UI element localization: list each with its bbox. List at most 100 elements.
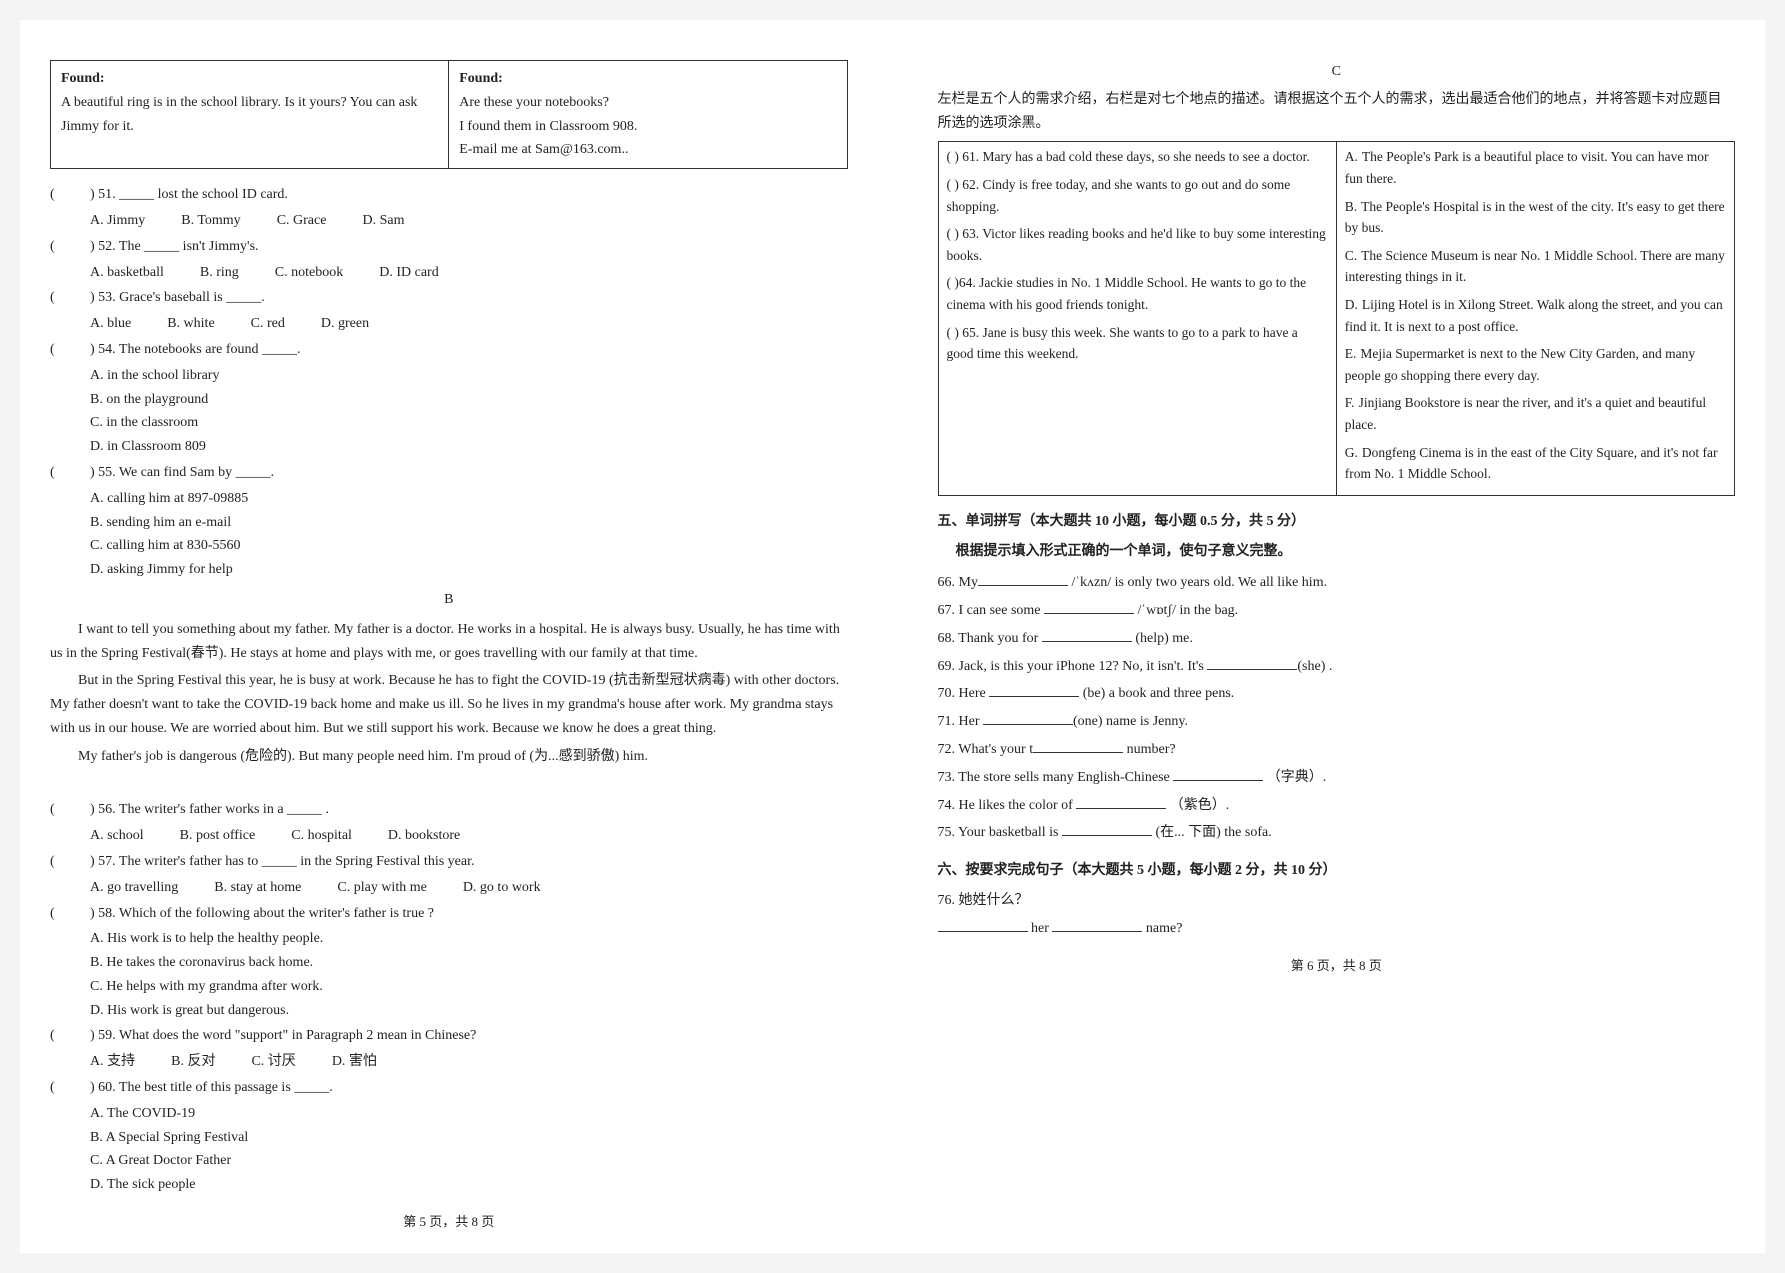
match-q61: ( ) 61. Mary has a bad cold these days, … <box>947 146 1328 168</box>
q56-d: D. bookstore <box>388 824 460 848</box>
match-opt-g: G.Dongfeng Cinema is in the east of the … <box>1345 442 1726 485</box>
q76: 76. 她姓什么？ <box>938 889 1736 913</box>
q58-a: A. His work is to help the healthy peopl… <box>90 927 454 951</box>
match-opt-a: A.The People's Park is a beautiful place… <box>1345 146 1726 189</box>
q53-c: C. red <box>251 312 285 336</box>
passage-p2: But in the Spring Festival this year, he… <box>50 669 848 740</box>
question-54: ( ) 54. The notebooks are found _____. <box>50 338 848 362</box>
q56-a: A. school <box>90 824 144 848</box>
found-box-1: Found: A beautiful ring is in the school… <box>51 61 449 168</box>
q53-stem: ) 53. Grace's baseball is _____. <box>90 286 848 310</box>
match-left-cell: ( ) 61. Mary has a bad cold these days, … <box>938 142 1336 495</box>
q73: 73. The store sells many English-Chinese… <box>938 766 1736 790</box>
found-title-1: Found: <box>61 67 438 91</box>
q51-b: B. Tommy <box>181 209 240 233</box>
q59-a: A. 支持 <box>90 1050 135 1074</box>
match-opt-e: E.Mejia Supermarket is next to the New C… <box>1345 343 1726 386</box>
q59-d: D. 害怕 <box>332 1050 377 1074</box>
match-opt-f: F.Jinjiang Bookstore is near the river, … <box>1345 392 1726 435</box>
q51-stem: ) 51. _____ lost the school ID card. <box>90 183 848 207</box>
question-60: ( ) 60. The best title of this passage i… <box>50 1076 848 1100</box>
q57-a: A. go travelling <box>90 876 178 900</box>
q57-stem: ) 57. The writer's father has to _____ i… <box>90 850 848 874</box>
q54-stem: ) 54. The notebooks are found _____. <box>90 338 848 362</box>
left-column: Found: A beautiful ring is in the school… <box>20 20 878 1253</box>
q60-a: A. The COVID-19 <box>90 1102 454 1126</box>
q59-c: C. 讨厌 <box>251 1050 295 1074</box>
question-57: ( ) 57. The writer's father has to _____… <box>50 850 848 874</box>
match-q63: ( ) 63. Victor likes reading books and h… <box>947 223 1328 266</box>
page-container: Found: A beautiful ring is in the school… <box>20 20 1765 1253</box>
section-c-label: C <box>938 60 1736 84</box>
q52-stem: ) 52. The _____ isn't Jimmy's. <box>90 235 848 259</box>
q57-b: B. stay at home <box>214 876 301 900</box>
question-55: ( ) 55. We can find Sam by _____. <box>50 461 848 485</box>
section-6-title: 六、按要求完成句子（本大题共 5 小题，每小题 2 分，共 10 分） <box>938 859 1736 883</box>
page-footer-6: 第 6 页，共 8 页 <box>938 955 1736 977</box>
found-body-2b: I found them in Classroom 908. <box>459 115 836 139</box>
q75: 75. Your basketball is (在... 下面) the sof… <box>938 821 1736 845</box>
q66: 66. My /ˈkʌzn/ is only two years old. We… <box>938 571 1736 595</box>
found-body-2a: Are these your notebooks? <box>459 91 836 115</box>
q54-b: B. on the playground <box>90 388 454 412</box>
question-58: ( ) 58. Which of the following about the… <box>50 902 848 926</box>
q69: 69. Jack, is this your iPhone 12? No, it… <box>938 655 1736 679</box>
q56-b: B. post office <box>180 824 256 848</box>
q58-b: B. He takes the coronavirus back home. <box>90 951 454 975</box>
section-b-label: B <box>50 588 848 612</box>
q72: 72. What's your t number? <box>938 738 1736 762</box>
q70: 70. Here (be) a book and three pens. <box>938 682 1736 706</box>
match-q64: ( )64. Jackie studies in No. 1 Middle Sc… <box>947 272 1328 315</box>
q60-b: B. A Special Spring Festival <box>90 1126 454 1150</box>
page-footer-5: 第 5 页，共 8 页 <box>50 1211 848 1233</box>
q59-stem: ) 59. What does the word "support" in Pa… <box>90 1024 848 1048</box>
q53-b: B. white <box>167 312 214 336</box>
q60-stem: ) 60. The best title of this passage is … <box>90 1076 848 1100</box>
q60-d: D. The sick people <box>90 1173 454 1197</box>
q52-d: D. ID card <box>379 261 438 285</box>
q76-blanks: her name? <box>938 917 1736 941</box>
found-box-2: Found: Are these your notebooks? I found… <box>449 61 846 168</box>
match-opt-c: C.The Science Museum is near No. 1 Middl… <box>1345 245 1726 288</box>
q52-c: C. notebook <box>275 261 343 285</box>
q55-stem: ) 55. We can find Sam by _____. <box>90 461 848 485</box>
q52-a: A. basketball <box>90 261 164 285</box>
match-opt-d: D.Lijing Hotel is in Xilong Street. Walk… <box>1345 294 1726 337</box>
question-52: ( ) 52. The _____ isn't Jimmy's. <box>50 235 848 259</box>
q60-c: C. A Great Doctor Father <box>90 1149 454 1173</box>
q58-stem: ) 58. Which of the following about the w… <box>90 902 848 926</box>
q56-stem: ) 56. The writer's father works in a ___… <box>90 798 848 822</box>
paren: ( <box>50 183 90 207</box>
q54-c: C. in the classroom <box>90 411 454 435</box>
match-intro: 左栏是五个人的需求介绍，右栏是对七个地点的描述。请根据这个五个人的需求，选出最适… <box>938 88 1736 136</box>
q55-d: D. asking Jimmy for help <box>90 558 454 582</box>
passage-b: I want to tell you something about my fa… <box>50 618 848 769</box>
q54-a: A. in the school library <box>90 364 454 388</box>
match-right-cell: A.The People's Park is a beautiful place… <box>1336 142 1734 495</box>
q56-c: C. hospital <box>291 824 352 848</box>
q53-a: A. blue <box>90 312 131 336</box>
found-body-2c: E-mail me at Sam@163.com.. <box>459 138 836 162</box>
passage-p3: My father's job is dangerous (危险的). But … <box>50 745 848 769</box>
q54-d: D. in Classroom 809 <box>90 435 454 459</box>
q74: 74. He likes the color of （紫色）. <box>938 794 1736 818</box>
q57-d: D. go to work <box>463 876 541 900</box>
q51-a: A. Jimmy <box>90 209 145 233</box>
q71: 71. Her (one) name is Jenny. <box>938 710 1736 734</box>
question-56: ( ) 56. The writer's father works in a _… <box>50 798 848 822</box>
q55-c: C. calling him at 830-5560 <box>90 534 454 558</box>
match-q65: ( ) 65. Jane is busy this week. She want… <box>947 322 1328 365</box>
section-5-sub: 根据提示填入形式正确的一个单词，使句子意义完整。 <box>956 540 1736 564</box>
q67: 67. I can see some /ˈwɒtʃ/ in the bag. <box>938 599 1736 623</box>
section-5-title: 五、单词拼写（本大题共 10 小题，每小题 0.5 分，共 5 分） <box>938 510 1736 534</box>
right-column: C 左栏是五个人的需求介绍，右栏是对七个地点的描述。请根据这个五个人的需求，选出… <box>908 20 1766 1253</box>
match-table: ( ) 61. Mary has a bad cold these days, … <box>938 141 1736 495</box>
q51-c: C. Grace <box>277 209 327 233</box>
q59-b: B. 反对 <box>171 1050 215 1074</box>
question-53: ( ) 53. Grace's baseball is _____. <box>50 286 848 310</box>
found-table: Found: A beautiful ring is in the school… <box>50 60 848 169</box>
q58-d: D. His work is great but dangerous. <box>90 999 454 1023</box>
q51-d: D. Sam <box>362 209 404 233</box>
match-q62: ( ) 62. Cindy is free today, and she wan… <box>947 174 1328 217</box>
match-opt-b: B.The People's Hospital is in the west o… <box>1345 196 1726 239</box>
